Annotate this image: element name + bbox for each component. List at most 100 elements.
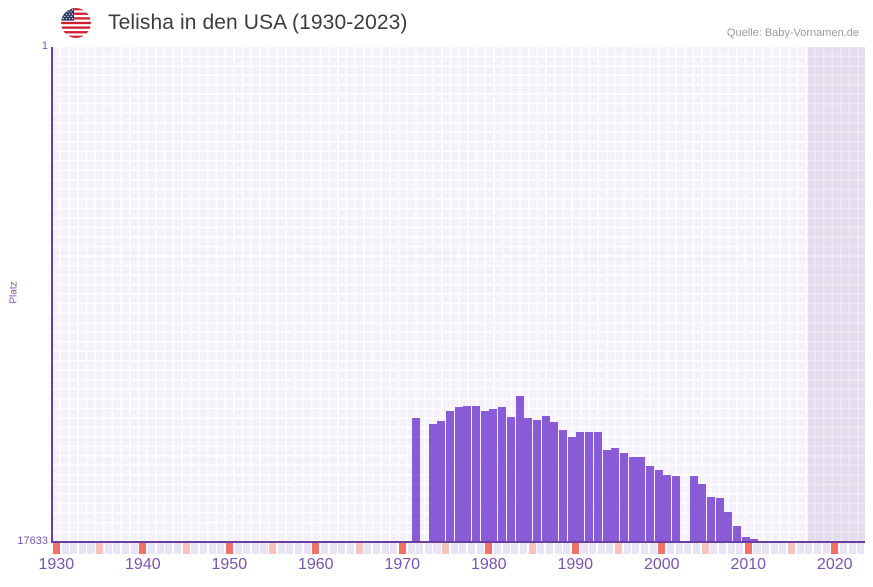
x-tick-1966: [364, 543, 372, 554]
bar-1969[interactable]: [437, 421, 446, 542]
bar-2004[interactable]: [741, 537, 750, 542]
x-tick-2006: [710, 543, 718, 554]
bar-1971[interactable]: [454, 407, 463, 542]
x-tick-1967: [372, 543, 380, 554]
bar-1980[interactable]: [532, 420, 541, 542]
bar-1973[interactable]: [472, 406, 481, 542]
bar-2002[interactable]: [724, 512, 733, 542]
bar-1984[interactable]: [567, 437, 576, 542]
bar-1986[interactable]: [585, 432, 594, 542]
bar-1996[interactable]: [672, 476, 681, 542]
x-tick-1940: [139, 543, 147, 554]
bar-1976[interactable]: [498, 407, 507, 542]
bar-1981[interactable]: [541, 416, 550, 542]
x-axis-label-1970: 1970: [384, 556, 421, 573]
bar-1991[interactable]: [628, 457, 637, 542]
bar-1968[interactable]: [428, 424, 437, 542]
bar-1998[interactable]: [689, 476, 698, 542]
x-tick-1951: [234, 543, 242, 554]
x-axis-label-1990: 1990: [557, 556, 594, 573]
bar-1970[interactable]: [445, 411, 454, 542]
x-tick-1988: [554, 543, 562, 554]
bar-1975[interactable]: [489, 409, 498, 542]
y-axis-bottom-label: 17633: [17, 535, 48, 547]
bar-2003[interactable]: [733, 526, 742, 542]
x-tick-2010: [744, 543, 752, 554]
bar-1987[interactable]: [593, 432, 602, 542]
x-tick-1962: [329, 543, 337, 554]
bar-1979[interactable]: [524, 418, 533, 542]
source-label: Quelle: Baby-Vornamen.de: [726, 27, 859, 39]
x-tick-1995: [615, 543, 623, 554]
x-axis-label-2020: 2020: [816, 556, 853, 573]
bar-1990[interactable]: [619, 453, 628, 542]
bar-2005[interactable]: [750, 539, 759, 542]
x-tick-1979: [476, 543, 484, 554]
bar-1999[interactable]: [698, 484, 707, 542]
x-tick-1935: [96, 543, 104, 554]
bar-2000[interactable]: [706, 497, 715, 542]
x-tick-2008: [727, 543, 735, 554]
bar-1983[interactable]: [559, 430, 568, 542]
x-tick-1980: [485, 543, 493, 554]
bar-1972[interactable]: [463, 406, 472, 542]
x-axis-label-1980: 1980: [470, 556, 507, 573]
x-axis-label-1960: 1960: [297, 556, 334, 573]
bar-1974[interactable]: [480, 411, 489, 542]
bar-1977[interactable]: [506, 417, 515, 542]
bar-1989[interactable]: [611, 448, 620, 542]
bar-1992[interactable]: [637, 457, 646, 542]
x-tick-2017: [805, 543, 813, 554]
x-tick-2021: [839, 543, 847, 554]
x-tick-1970: [398, 543, 406, 554]
x-tick-1989: [563, 543, 571, 554]
bar-1993[interactable]: [646, 466, 655, 542]
x-tick-2007: [718, 543, 726, 554]
x-tick-2013: [770, 543, 778, 554]
y-axis-top-label: 1: [41, 40, 48, 52]
x-tick-1932: [70, 543, 78, 554]
x-tick-1937: [113, 543, 121, 554]
x-tick-1958: [295, 543, 303, 554]
x-tick-1986: [537, 543, 545, 554]
bar-1995[interactable]: [663, 475, 672, 542]
x-tick-1976: [450, 543, 458, 554]
bar-1966[interactable]: [411, 418, 420, 542]
x-tick-2005: [701, 543, 709, 554]
x-tick-1990: [571, 543, 579, 554]
x-tick-1955: [269, 543, 277, 554]
bar-2001[interactable]: [715, 498, 724, 542]
bar-1988[interactable]: [602, 450, 611, 542]
x-tick-1959: [303, 543, 311, 554]
x-axis-label-1950: 1950: [211, 556, 248, 573]
x-tick-1985: [528, 543, 536, 554]
x-tick-1936: [104, 543, 112, 554]
x-axis-label-2010: 2010: [730, 556, 767, 573]
page-title: Telisha in den USA (1930-2023): [108, 11, 408, 34]
x-tick-1938: [122, 543, 130, 554]
x-tick-1963: [338, 543, 346, 554]
x-tick-1973: [424, 543, 432, 554]
x-tick-1954: [260, 543, 268, 554]
x-tick-1983: [511, 543, 519, 554]
x-tick-1984: [519, 543, 527, 554]
bar-1978[interactable]: [515, 396, 524, 542]
x-tick-2004: [692, 543, 700, 554]
x-axis-labels: 1930 1940 1950 1960 1970 1980 1990 2000 2010 2020: [0, 556, 873, 582]
x-tick-2000: [658, 543, 666, 554]
x-tick-1964: [346, 543, 354, 554]
x-tick-1943: [165, 543, 173, 554]
x-tick-2022: [848, 543, 856, 554]
x-tick-1968: [381, 543, 389, 554]
x-tick-1960: [312, 543, 320, 554]
x-tick-1993: [597, 543, 605, 554]
bar-1985[interactable]: [576, 432, 585, 542]
x-tick-1999: [649, 543, 657, 554]
bar-1982[interactable]: [550, 422, 559, 542]
x-tick-1987: [545, 543, 553, 554]
x-tick-1949: [217, 543, 225, 554]
bar-1994[interactable]: [654, 470, 663, 542]
x-tick-1991: [580, 543, 588, 554]
x-tick-2015: [788, 543, 796, 554]
x-tick-1981: [493, 543, 502, 554]
